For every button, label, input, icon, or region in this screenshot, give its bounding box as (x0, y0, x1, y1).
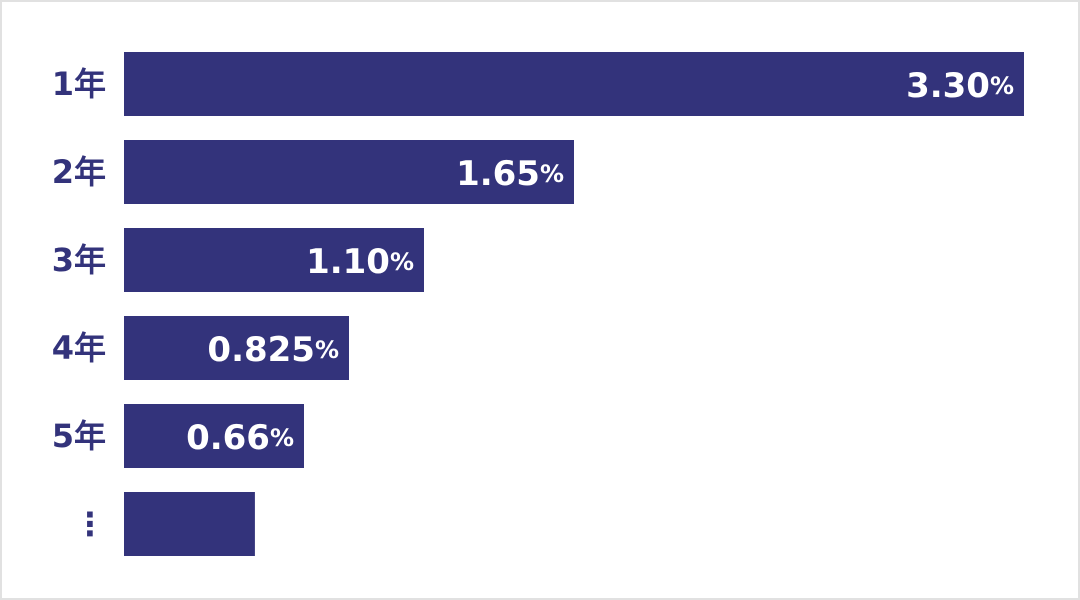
category-label: ⋮ (74, 505, 106, 543)
bar (124, 492, 255, 556)
category-label: 3年 (52, 241, 106, 279)
value-label: 0.66% (186, 418, 294, 458)
value-label: 0.825% (207, 330, 339, 370)
value-label: 1.10% (306, 242, 414, 282)
category-label: 1年 (52, 65, 106, 103)
category-label: 4年 (52, 329, 106, 367)
value-label: 1.65% (456, 154, 564, 194)
bar (124, 140, 574, 204)
bar (124, 228, 424, 292)
category-label: 5年 (52, 417, 106, 455)
value-label: 3.30% (906, 66, 1014, 106)
category-label: 2年 (52, 153, 106, 191)
bar (124, 316, 349, 380)
bar (124, 52, 1024, 116)
bar (124, 404, 304, 468)
